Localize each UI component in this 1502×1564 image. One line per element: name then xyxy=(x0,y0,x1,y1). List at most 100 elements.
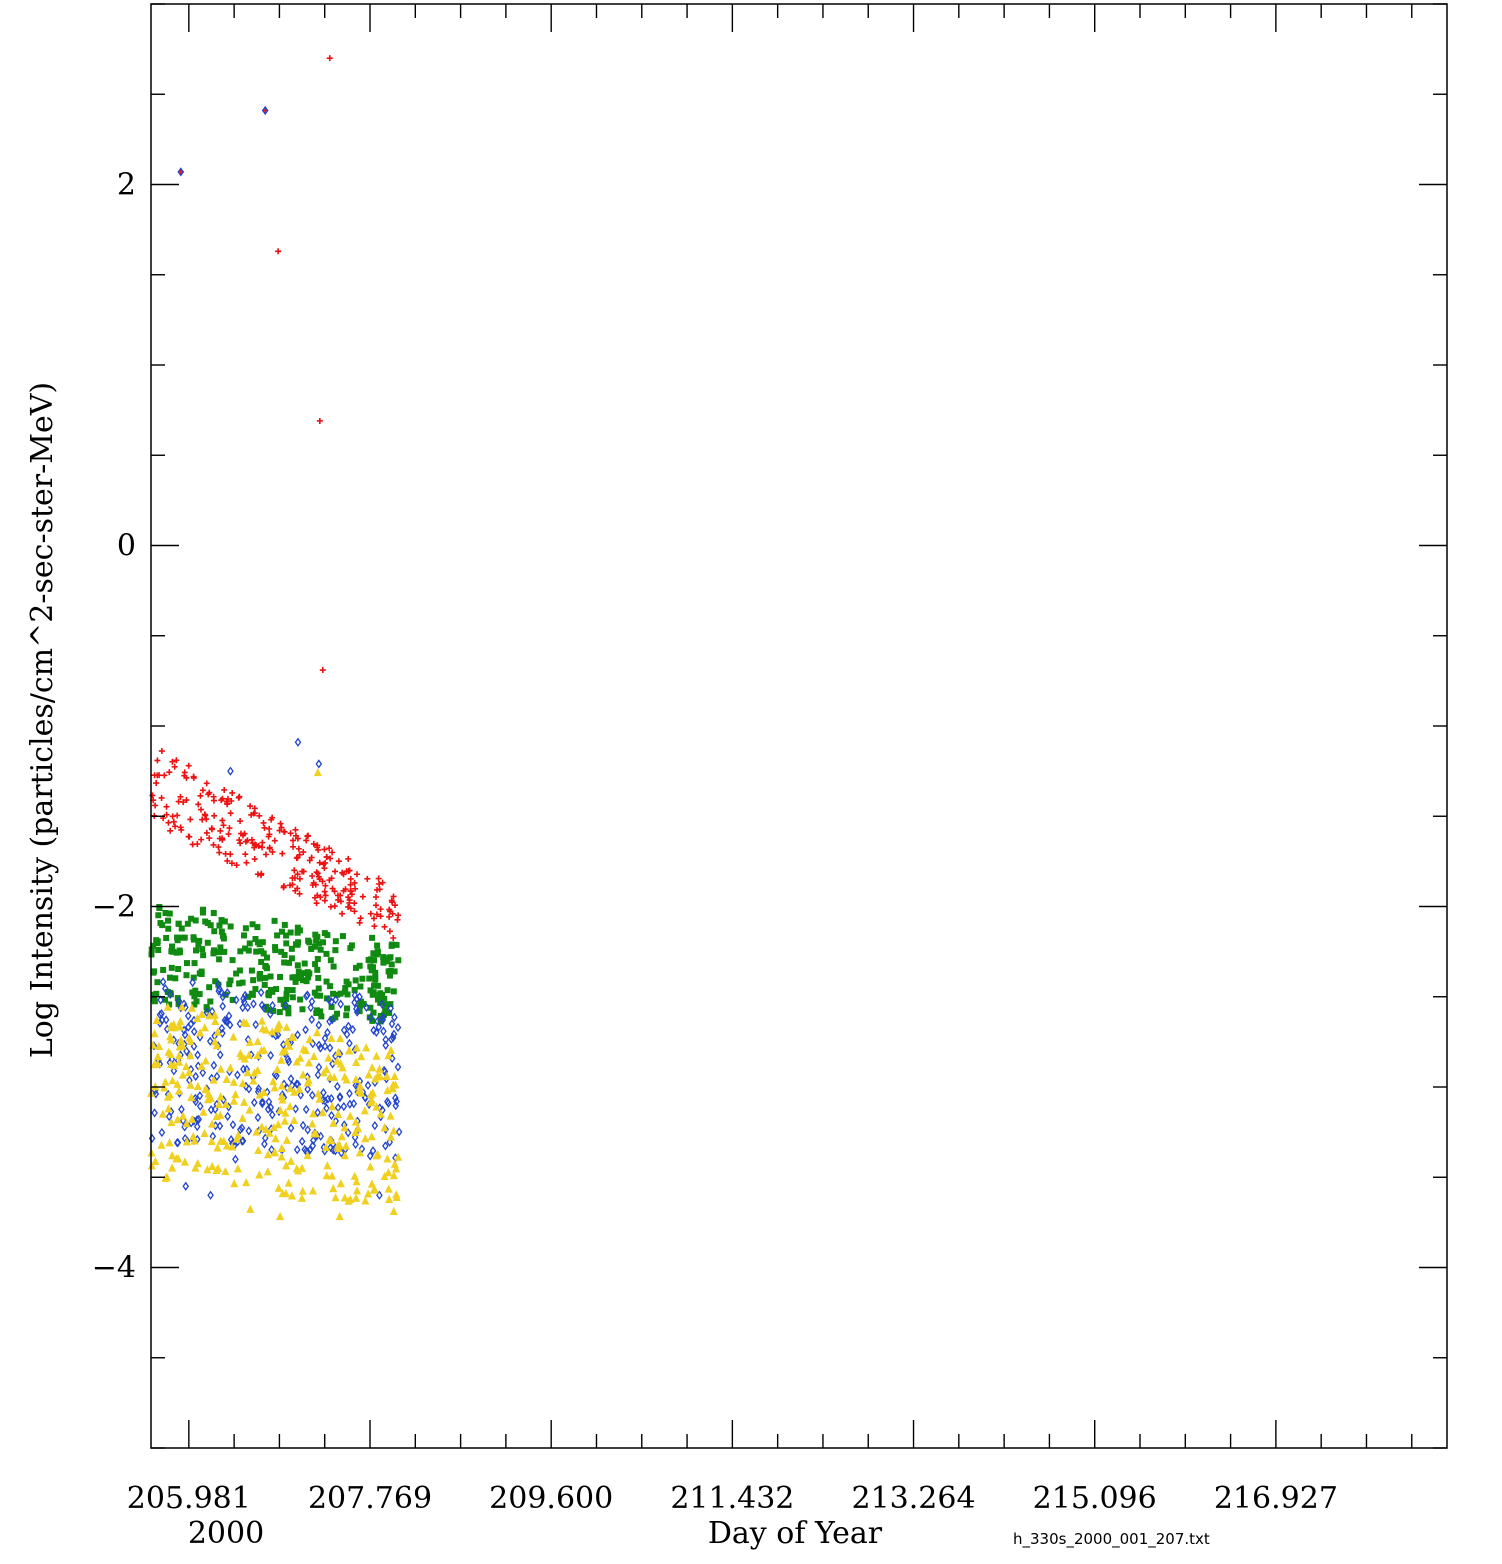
data-point xyxy=(327,1033,336,1042)
data-point xyxy=(306,939,313,946)
data-point xyxy=(204,1089,213,1098)
data-point xyxy=(285,1004,292,1011)
data-point xyxy=(304,1084,311,1094)
data-point xyxy=(226,1020,234,1030)
data-point xyxy=(235,794,242,801)
data-point xyxy=(225,1011,233,1021)
data-point xyxy=(163,1002,172,1011)
data-point xyxy=(215,949,222,956)
data-point xyxy=(342,985,349,992)
data-point xyxy=(315,1062,323,1072)
data-point xyxy=(287,1074,295,1084)
data-point xyxy=(388,1084,397,1093)
data-point xyxy=(160,966,167,973)
data-point xyxy=(259,939,266,946)
data-point xyxy=(285,1057,293,1067)
data-point xyxy=(355,1148,364,1157)
data-point xyxy=(162,996,169,1003)
data-point xyxy=(294,929,301,936)
data-point xyxy=(192,917,199,924)
data-point xyxy=(277,996,284,1003)
data-point xyxy=(246,940,253,947)
data-point xyxy=(153,937,160,944)
data-point xyxy=(389,1206,398,1216)
data-point xyxy=(210,1010,219,1019)
data-point xyxy=(308,1186,318,1195)
data-point xyxy=(362,1093,369,1103)
data-point xyxy=(281,959,288,966)
data-point xyxy=(333,1010,340,1017)
data-point xyxy=(323,854,330,861)
data-point xyxy=(297,1090,305,1100)
data-point xyxy=(252,1127,261,1136)
data-point xyxy=(236,967,243,974)
data-point xyxy=(253,842,260,849)
data-point xyxy=(294,854,301,861)
data-point xyxy=(271,917,278,924)
data-point xyxy=(299,1120,307,1130)
data-point xyxy=(354,871,361,878)
data-point xyxy=(209,1075,218,1084)
data-point xyxy=(259,1098,266,1109)
data-point xyxy=(331,903,338,910)
data-point xyxy=(298,1136,306,1146)
data-point xyxy=(281,951,288,958)
data-point xyxy=(334,1047,343,1056)
data-point xyxy=(359,975,366,982)
data-point xyxy=(309,1090,316,1100)
data-point xyxy=(357,1052,366,1061)
data-point xyxy=(210,910,217,917)
data-point xyxy=(155,912,162,919)
data-point xyxy=(210,1060,218,1071)
data-point xyxy=(191,1093,199,1104)
data-point xyxy=(308,1119,317,1128)
data-point xyxy=(258,958,265,965)
data-point xyxy=(169,943,176,950)
data-point xyxy=(288,945,295,952)
data-point xyxy=(351,1075,360,1084)
data-point xyxy=(322,859,329,866)
data-point xyxy=(290,1115,299,1125)
data-point xyxy=(246,1204,255,1213)
data-point xyxy=(175,1057,184,1066)
data-point xyxy=(377,913,384,920)
data-point xyxy=(174,937,181,944)
data-point xyxy=(160,1083,169,1092)
data-point xyxy=(368,967,375,974)
data-point xyxy=(336,1034,345,1043)
data-point xyxy=(352,885,359,892)
data-point xyxy=(211,1104,219,1114)
data-point xyxy=(289,837,296,844)
data-point xyxy=(371,1120,379,1131)
data-point xyxy=(316,417,323,424)
data-point xyxy=(255,1170,264,1179)
data-point xyxy=(369,1017,376,1024)
data-point xyxy=(294,1030,301,1040)
data-point xyxy=(334,1081,341,1092)
data-point xyxy=(196,1101,204,1111)
data-point xyxy=(382,1001,389,1008)
data-point xyxy=(277,820,284,827)
data-point xyxy=(224,857,231,864)
data-point xyxy=(369,934,376,941)
data-point xyxy=(274,1183,283,1192)
data-point xyxy=(309,882,316,889)
data-point xyxy=(244,1002,252,1013)
data-point xyxy=(262,974,269,981)
data-point xyxy=(175,1022,184,1031)
data-point xyxy=(370,1025,377,1035)
data-point xyxy=(284,1178,293,1187)
data-point xyxy=(196,991,203,998)
data-point xyxy=(222,991,229,998)
y-tick-label: −2 xyxy=(92,890,136,925)
data-point xyxy=(326,1043,334,1053)
data-point xyxy=(183,960,190,967)
data-point xyxy=(165,1090,174,1099)
data-point xyxy=(168,948,175,955)
data-point xyxy=(327,855,334,862)
data-point xyxy=(295,1084,304,1093)
data-point xyxy=(195,941,202,948)
data-point xyxy=(390,988,397,995)
data-point xyxy=(199,1068,207,1078)
data-point xyxy=(309,1051,318,1061)
